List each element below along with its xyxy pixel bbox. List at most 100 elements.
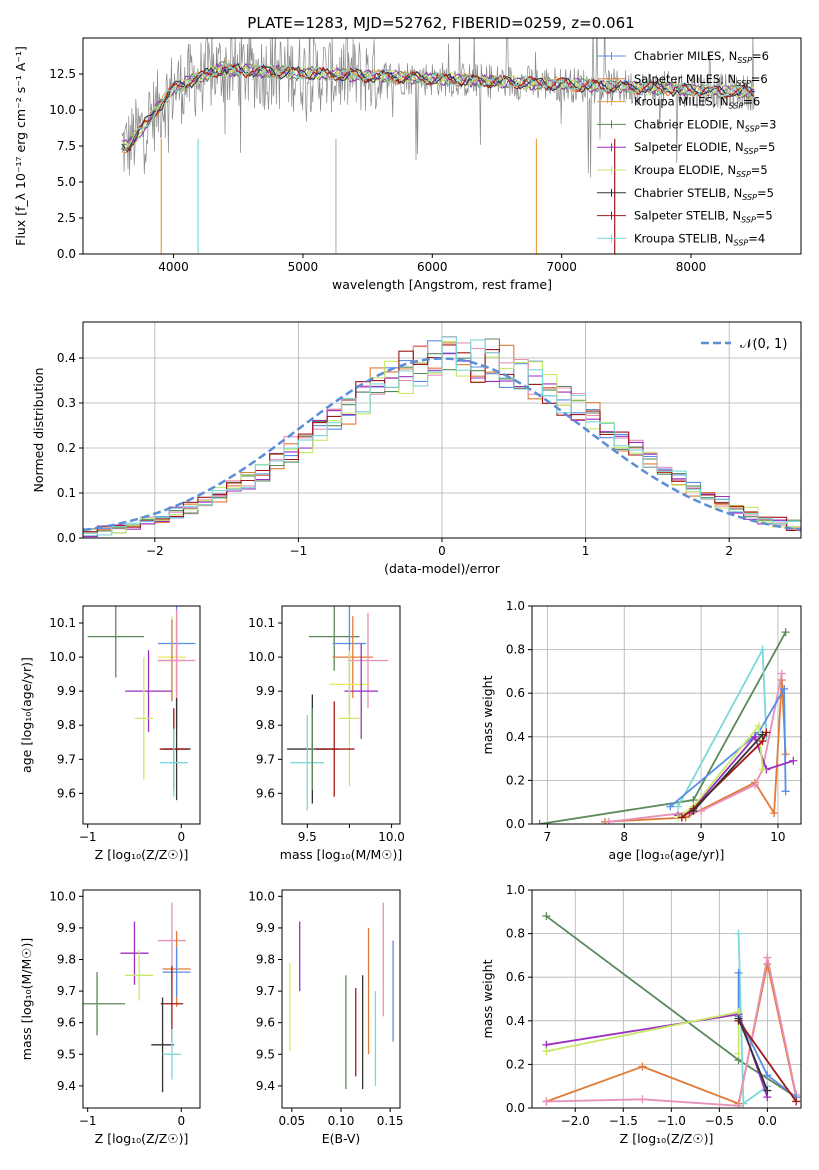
y-tick-label: 0.2 <box>506 1057 525 1071</box>
mass-weight-marker <box>638 1062 647 1071</box>
y-tick-label: 9.6 <box>256 786 275 800</box>
y-tick-label: 10.0 <box>248 889 275 903</box>
panel-mass-vs-ebv: 0.05 0.10 0.15 9.4 9.5 9.6 9.7 9.8 9.9 10.0 E(B-V) <box>248 889 403 1146</box>
model-spectrum <box>121 61 755 150</box>
y-tick-label: 0.4 <box>57 351 76 365</box>
panel-age-vs-Z: −1 0 9.6 9.7 9.8 9.9 10.0 10.1 Z [log₁₀(Z/Z☉)] ag… <box>19 605 201 862</box>
x-tick-label: −1 <box>79 1114 97 1128</box>
y-axis-label: mass weight <box>480 675 495 754</box>
y-tick-label: 0.8 <box>506 927 525 941</box>
x-tick-label: 0 <box>177 1114 185 1128</box>
model-spectrum <box>121 64 755 148</box>
residual-histogram <box>83 338 801 532</box>
legend-label: Kroupa MILES, NSSP=6 <box>634 95 760 111</box>
plot-area <box>121 38 756 254</box>
mass-weight-marker <box>535 820 544 824</box>
y-tick-label: 10.0 <box>248 650 275 664</box>
panel-residuals: −2 −1 0 1 2 0.0 0.1 0.2 0.3 0.4 (data-model)/error… <box>31 321 802 576</box>
mass-weight-marker <box>750 732 759 741</box>
legend-label: 𝒩(0, 1) <box>740 337 787 352</box>
mass-weight-marker <box>542 1047 551 1056</box>
residual-histogram <box>83 336 801 536</box>
y-tick-label: 9.7 <box>256 984 275 998</box>
x-tick-label: −2.0 <box>561 1114 590 1128</box>
y-tick-label: 10.0 <box>49 103 76 117</box>
legend: Chabrier MILES, NSSP=6 Salpeter MILES, NS… <box>597 49 776 247</box>
y-tick-label: 1.0 <box>506 883 525 897</box>
x-tick-label: 0 <box>438 544 446 558</box>
mass-weight-line <box>737 1018 769 1091</box>
y-tick-label: 9.8 <box>256 953 275 967</box>
mass-weight-marker <box>789 756 798 765</box>
x-axis-label: age [log₁₀(age/yr)] <box>609 847 725 862</box>
plot-area <box>83 902 191 1093</box>
mass-weight-marker <box>674 802 683 811</box>
y-tick-label: 10.0 <box>49 889 76 903</box>
mass-weight-marker <box>758 645 767 654</box>
y-tick-label: 9.6 <box>57 786 76 800</box>
x-tick-label: 9 <box>697 830 705 844</box>
panel-mass-weight-vs-age: 7 8 9 10 0.0 0.2 0.4 0.6 0.8 1.0 age [log₁₀(age/yr… <box>480 599 802 862</box>
y-tick-label: 9.6 <box>57 1016 76 1030</box>
y-tick-label: 9.9 <box>57 921 76 935</box>
axes-frame <box>281 605 401 825</box>
mass-weight-marker <box>677 813 686 822</box>
y-tick-label: 12.5 <box>49 67 76 81</box>
mass-weight-marker <box>781 787 790 796</box>
mass-weight-marker <box>697 806 706 815</box>
axes-frame <box>531 889 802 1109</box>
mass-weight-marker <box>542 1097 551 1106</box>
y-tick-label: 9.5 <box>256 1047 275 1061</box>
mass-weight-marker <box>770 809 779 818</box>
x-tick-label: −1.0 <box>657 1114 686 1128</box>
x-tick-label: 4000 <box>158 260 189 274</box>
x-axis-label: wavelength [Angstrom, rest frame] <box>332 277 552 292</box>
mass-weight-marker <box>638 1095 647 1104</box>
mass-weight-line <box>692 733 764 812</box>
x-tick-label: −1 <box>290 544 308 558</box>
mass-weight-line <box>539 631 787 824</box>
y-tick-label: 0.6 <box>506 970 525 984</box>
x-tick-label: 10.0 <box>378 830 405 844</box>
y-tick-label: 9.4 <box>57 1079 76 1093</box>
x-tick-label: −2 <box>146 544 164 558</box>
observed-spectrum <box>121 38 756 178</box>
figure-title: PLATE=1283, MJD=52762, FIBERID=0259, z=0… <box>247 14 634 32</box>
plot-area <box>87 606 196 801</box>
y-tick-label: 0.4 <box>506 1014 525 1028</box>
legend-label: Chabrier MILES, NSSP=6 <box>634 49 769 65</box>
y-tick-label: 0.2 <box>57 441 76 455</box>
x-tick-label: 9.5 <box>298 830 317 844</box>
mass-weight-line <box>681 732 768 819</box>
legend-label: Kroupa STELIB, NSSP=4 <box>634 231 765 247</box>
x-tick-label: 5000 <box>288 260 319 274</box>
x-axis-label: E(B-V) <box>322 1131 361 1146</box>
mass-weight-marker <box>777 669 786 678</box>
axes-frame <box>531 605 802 825</box>
mass-weight-marker <box>734 1049 743 1058</box>
mass-weight-marker <box>734 929 743 938</box>
y-tick-label: 9.9 <box>57 684 76 698</box>
y-tick-label: 9.7 <box>57 752 76 766</box>
x-tick-label: 7000 <box>546 260 577 274</box>
y-axis-label: age [log₁₀(age/yr)] <box>19 657 34 773</box>
x-tick-label: 7 <box>544 830 552 844</box>
x-tick-label: −1.5 <box>609 1114 638 1128</box>
legend-label: Salpeter MILES, NSSP=6 <box>634 72 768 88</box>
x-axis-label: Z [log₁₀(Z/Z☉)] <box>95 847 189 862</box>
legend-label: Chabrier ELODIE, NSSP=3 <box>634 117 776 133</box>
mass-weight-line <box>737 1020 797 1103</box>
mass-weight-marker <box>734 1014 743 1023</box>
y-tick-label: 9.4 <box>256 1079 275 1093</box>
axes-frame <box>281 889 401 1109</box>
x-tick-label: 1 <box>582 544 590 558</box>
x-axis-label: Z [log₁₀(Z/Z☉)] <box>620 1131 714 1146</box>
x-tick-label: 0.15 <box>377 1114 404 1128</box>
y-tick-label: 10.0 <box>49 650 76 664</box>
plot-area <box>287 606 389 811</box>
x-tick-label: −1 <box>79 830 97 844</box>
y-tick-label: 10.1 <box>49 616 76 630</box>
mass-weight-marker <box>780 684 789 693</box>
mass-weight-marker <box>758 730 767 739</box>
